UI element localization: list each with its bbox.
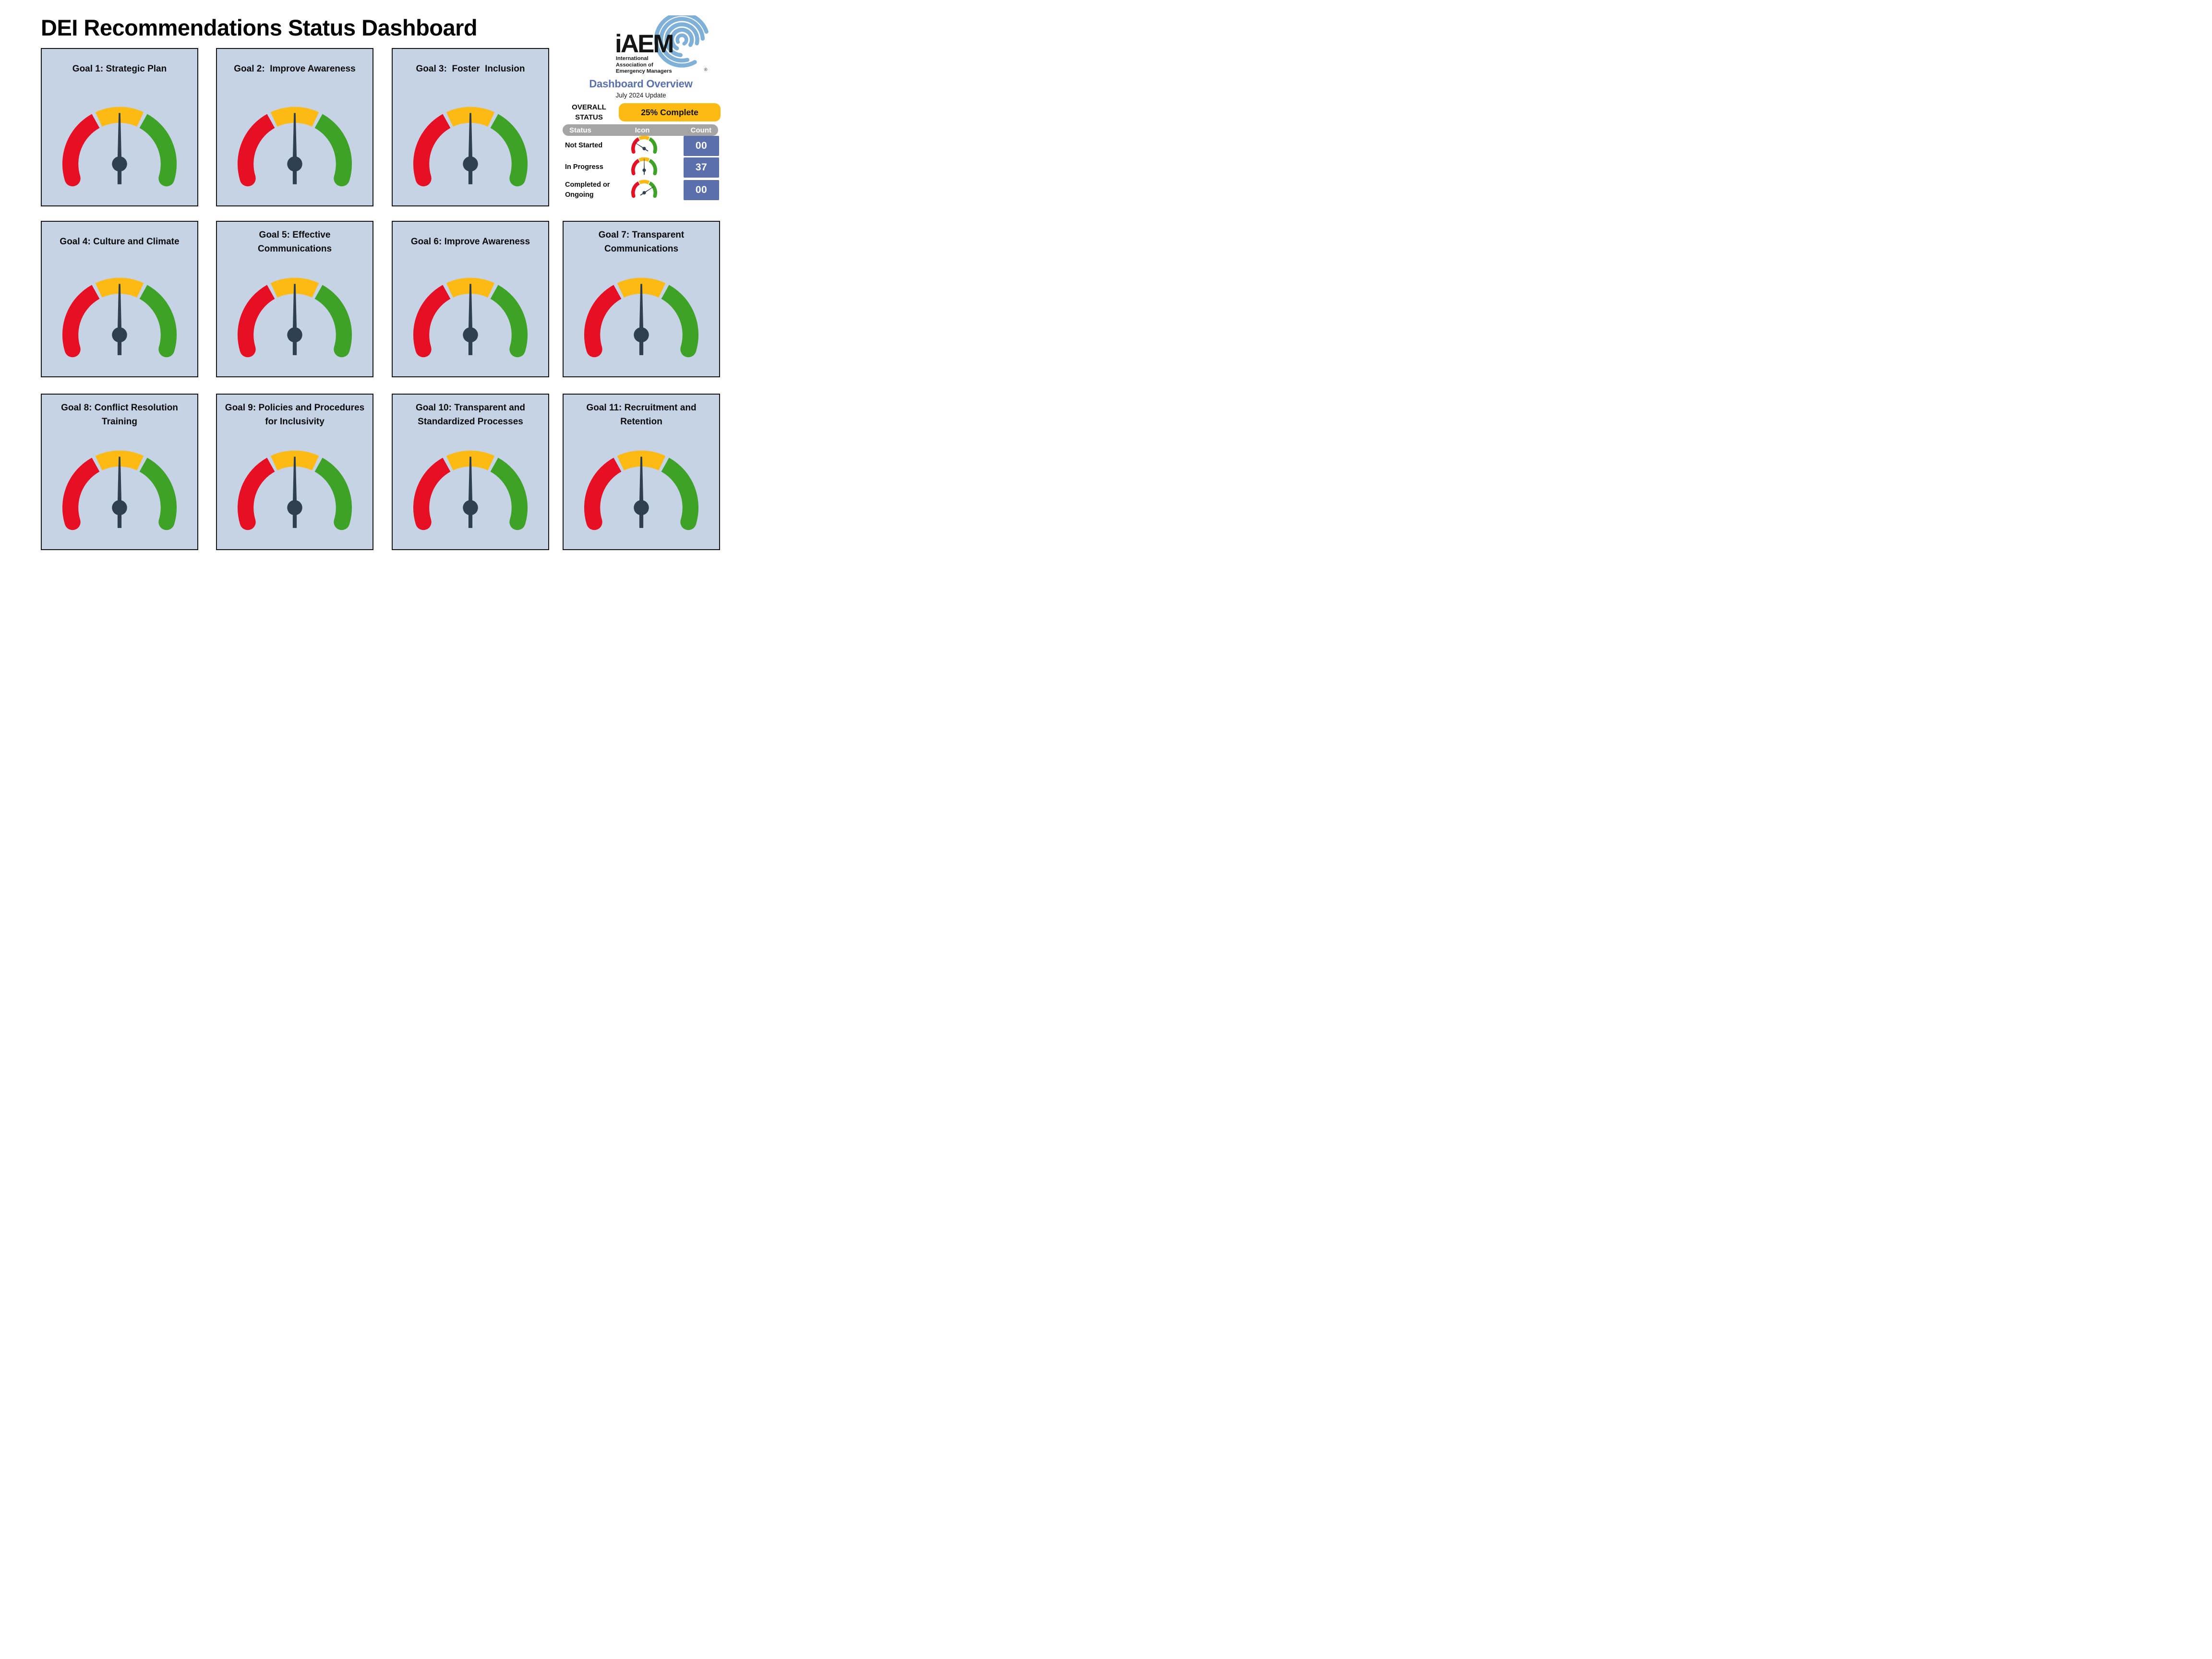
logo-org-line3: Emergency Managers — [616, 69, 672, 74]
overall-label-line2: STATUS — [575, 113, 603, 121]
gauge-chart — [580, 449, 703, 541]
goal-title: Goal 6: Improve Awareness — [393, 222, 548, 257]
goal-title-text: Goal 2: Improve Awareness — [234, 64, 356, 74]
gauge-chart — [409, 449, 532, 541]
goal-title: Goal 4: Culture and Climate — [42, 222, 197, 257]
gauge-needle-mid-icon — [630, 157, 658, 178]
logo-org-line1: International — [616, 56, 649, 61]
gauge-chart — [580, 276, 703, 369]
status-label: Completed or Ongoing — [565, 180, 610, 199]
count-badge: 37 — [684, 157, 719, 178]
column-count: Count — [690, 126, 711, 134]
goal-title-text: Goal 7: Transparent Communications — [598, 229, 687, 254]
goal-title: Goal 8: Conflict Resolution Training — [42, 395, 197, 430]
goal-title-text: Goal 10: Transparent and Standardized Pr… — [415, 402, 528, 427]
goal-title: Goal 1: Strategic Plan — [42, 49, 197, 84]
goal-title-text: Goal 8: Conflict Resolution Training — [61, 402, 181, 427]
goal-title: Goal 7: Transparent Communications — [564, 222, 719, 257]
gauge-chart — [233, 106, 356, 198]
status-label: In Progress — [565, 163, 603, 171]
goal-card-7: Goal 7: Transparent Communications — [563, 221, 720, 377]
spiral-icon — [654, 15, 710, 68]
gauge-needle-high-icon — [630, 180, 658, 201]
goal-card-2: Goal 2: Improve Awareness — [216, 48, 373, 206]
goal-title: Goal 9: Policies and Procedures for Incl… — [217, 395, 373, 430]
status-row-in-progress: In Progress 37 — [565, 156, 719, 179]
goal-card-5: Goal 5: Effective Communications — [216, 221, 373, 377]
status-label: Not Started — [565, 142, 603, 150]
gauge-chart — [409, 276, 532, 369]
gauge-chart — [58, 106, 181, 198]
gauge-chart — [233, 276, 356, 369]
goal-title-text: Goal 11: Recruitment and Retention — [586, 402, 699, 427]
goal-title: Goal 10: Transparent and Standardized Pr… — [393, 395, 548, 430]
goal-title: Goal 2: Improve Awareness — [217, 49, 373, 84]
overall-label-line1: OVERALL — [572, 103, 606, 111]
column-icon: Icon — [635, 126, 650, 134]
column-status: Status — [569, 126, 591, 134]
gauge-chart — [409, 106, 532, 198]
overall-status-row: OVERALL STATUS 25% Complete — [565, 102, 721, 122]
goal-title-text: Goal 3: Foster Inclusion — [416, 64, 525, 74]
logo-brand-text: iAEM — [615, 30, 673, 58]
goal-title: Goal 3: Foster Inclusion — [393, 49, 548, 84]
goal-title-text: Goal 1: Strategic Plan — [72, 64, 167, 74]
goal-title-text: Goal 4: Culture and Climate — [60, 237, 180, 247]
goal-card-6: Goal 6: Improve Awareness — [392, 221, 549, 377]
count-badge: 00 — [684, 180, 719, 200]
gauge-chart — [233, 449, 356, 541]
goal-title: Goal 11: Recruitment and Retention — [564, 395, 719, 430]
registered-mark: ® — [704, 67, 708, 72]
goal-title: Goal 5: Effective Communications — [217, 222, 373, 257]
goal-card-9: Goal 9: Policies and Procedures for Incl… — [216, 394, 373, 550]
logo-org-line2: Association of — [616, 62, 653, 68]
overview-subheading: July 2024 Update — [615, 92, 666, 99]
overall-status-label: OVERALL STATUS — [565, 102, 613, 122]
goal-card-8: Goal 8: Conflict Resolution Training — [41, 394, 198, 550]
goal-title-text: Goal 5: Effective Communications — [257, 229, 333, 254]
status-row-completed: Completed or Ongoing 00 — [565, 178, 719, 202]
gauge-chart — [58, 276, 181, 369]
goal-card-1: Goal 1: Strategic Plan — [41, 48, 198, 206]
goal-title-text: Goal 9: Policies and Procedures for Incl… — [225, 402, 367, 427]
overview-panel: iAEM ® International Association of Emer… — [559, 14, 722, 207]
goal-title-text: Goal 6: Improve Awareness — [410, 237, 530, 247]
status-row-not-started: Not Started 00 — [565, 134, 719, 157]
page-title: DEI Recommendations Status Dashboard — [41, 15, 478, 40]
goal-card-4: Goal 4: Culture and Climate — [41, 221, 198, 377]
gauge-needle-low-icon — [630, 135, 658, 156]
count-badge: 00 — [684, 136, 719, 156]
iaem-logo: iAEM ® International Association of Emer… — [615, 15, 710, 74]
overall-status-badge: 25% Complete — [619, 103, 721, 121]
goal-card-10: Goal 10: Transparent and Standardized Pr… — [392, 394, 549, 550]
overview-heading: Dashboard Overview — [589, 78, 693, 90]
goal-card-11: Goal 11: Recruitment and Retention — [563, 394, 720, 550]
gauge-chart — [58, 449, 181, 541]
status-table-header: Status Icon Count — [563, 124, 718, 136]
goal-card-3: Goal 3: Foster Inclusion — [392, 48, 549, 206]
